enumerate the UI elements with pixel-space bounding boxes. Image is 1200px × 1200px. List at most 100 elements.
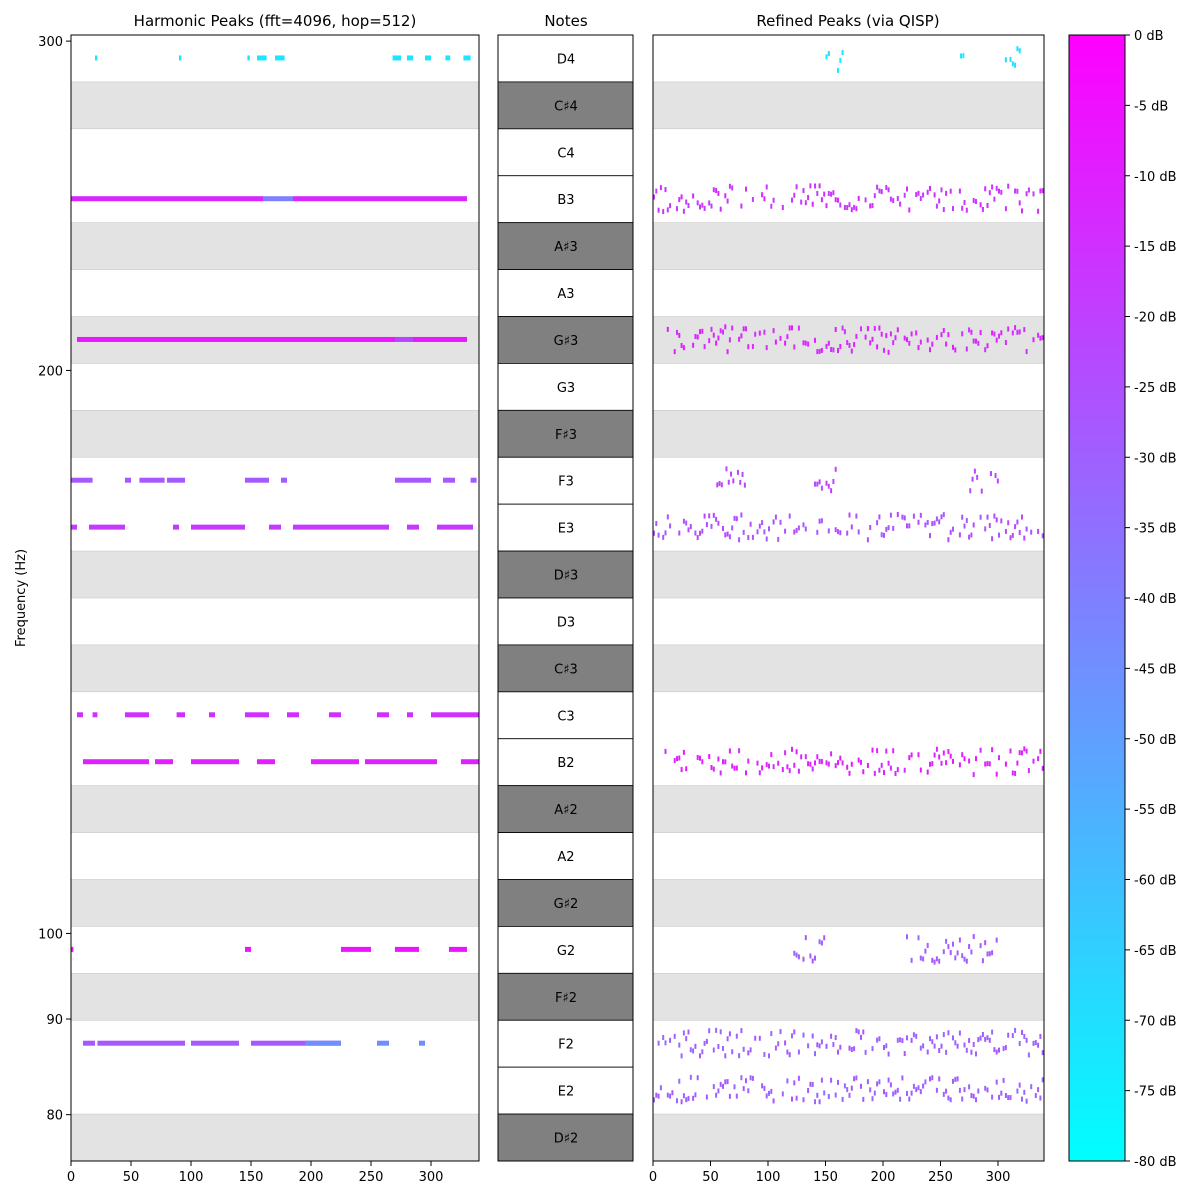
peak-mark xyxy=(1018,48,1021,54)
peak-mark xyxy=(820,518,823,524)
peak-mark xyxy=(708,200,711,206)
peak-mark xyxy=(873,770,876,776)
peak-mark xyxy=(998,755,1000,761)
peak-mark xyxy=(935,203,938,209)
peak-mark xyxy=(931,761,934,767)
peak-mark xyxy=(972,338,975,344)
peak-mark xyxy=(692,193,695,199)
peak-mark xyxy=(804,526,807,532)
peak-mark xyxy=(717,520,720,526)
peak-mark xyxy=(981,958,984,964)
peak-mark xyxy=(793,529,796,535)
peak-mark xyxy=(722,1045,724,1051)
peak-mark xyxy=(869,203,872,209)
peak-mark xyxy=(922,1083,925,1089)
peak-mark xyxy=(735,765,738,771)
peak-mark xyxy=(724,1053,727,1059)
peak-mark xyxy=(125,712,149,718)
peak-mark xyxy=(919,512,922,518)
peak-mark xyxy=(814,481,816,487)
peak-mark xyxy=(935,1034,938,1040)
colorbar-tick-label: -10 dB xyxy=(1134,170,1177,185)
peak-mark xyxy=(834,527,837,533)
stripe-F♯2 xyxy=(652,973,1045,1021)
peak-mark xyxy=(696,200,699,206)
peak-mark xyxy=(850,761,853,767)
peak-mark xyxy=(825,54,828,60)
peak-mark xyxy=(770,1031,773,1037)
peak-mark xyxy=(680,1099,683,1105)
peak-mark xyxy=(968,944,971,950)
peak-mark xyxy=(942,1032,945,1038)
peak-mark xyxy=(676,329,678,335)
peak-mark xyxy=(965,518,968,524)
peak-mark xyxy=(998,1094,1000,1100)
peak-mark xyxy=(738,1053,741,1059)
stripe-C♯4 xyxy=(652,81,1045,130)
peak-mark xyxy=(857,1029,860,1035)
peak-mark xyxy=(461,759,479,765)
peak-mark xyxy=(784,340,787,346)
peak-mark xyxy=(719,1081,722,1087)
peak-mark xyxy=(191,759,239,765)
note-cell-A3 xyxy=(497,269,634,317)
peak-mark xyxy=(779,335,782,341)
peak-mark xyxy=(827,1094,830,1100)
peak-mark xyxy=(1023,1089,1026,1095)
peak-mark xyxy=(887,1051,890,1057)
peak-mark xyxy=(876,748,879,754)
peak-mark xyxy=(728,1031,731,1037)
peak-mark xyxy=(830,347,833,353)
peak-mark xyxy=(896,195,899,201)
peak-mark xyxy=(407,712,413,718)
peak-mark xyxy=(377,1040,389,1046)
peak-mark xyxy=(687,1029,690,1035)
peak-mark xyxy=(889,765,892,771)
peak-mark xyxy=(809,1081,812,1087)
peak-mark xyxy=(797,1075,800,1081)
peak-mark xyxy=(954,1076,957,1082)
peak-mark xyxy=(956,1076,959,1082)
peak-mark xyxy=(407,524,419,530)
peak-mark xyxy=(765,184,768,190)
peak-mark xyxy=(738,537,741,543)
peak-mark xyxy=(979,943,982,949)
peak-mark xyxy=(862,769,865,775)
peak-mark xyxy=(887,525,890,531)
peak-mark xyxy=(947,749,950,755)
note-cell-C♯4 xyxy=(497,81,634,130)
peak-mark xyxy=(837,197,839,203)
peak-mark xyxy=(724,1079,727,1085)
peak-mark xyxy=(1016,760,1019,766)
peak-mark xyxy=(666,1092,669,1098)
peak-mark xyxy=(843,329,846,335)
peak-mark xyxy=(705,1038,708,1044)
peak-mark xyxy=(995,517,998,523)
peak-mark xyxy=(1021,208,1023,214)
peak-mark xyxy=(979,514,982,520)
x-tick-label: 250 xyxy=(928,1170,953,1185)
peak-mark xyxy=(816,529,819,535)
peak-mark xyxy=(1016,519,1019,525)
peak-mark xyxy=(947,332,950,338)
peak-mark xyxy=(986,1035,989,1041)
peak-mark xyxy=(850,348,853,354)
peak-mark xyxy=(293,524,347,530)
peak-mark xyxy=(942,207,945,213)
peak-mark xyxy=(703,205,706,211)
note-cell-C4 xyxy=(497,128,634,177)
peak-mark xyxy=(680,194,683,200)
peak-mark xyxy=(703,513,706,519)
peak-mark xyxy=(809,761,812,767)
peak-mark xyxy=(952,206,954,212)
peak-mark xyxy=(731,1049,734,1055)
peak-mark xyxy=(1039,748,1042,754)
peak-mark xyxy=(719,770,722,776)
peak-mark xyxy=(901,514,904,520)
note-label: B2 xyxy=(557,756,574,771)
peak-mark xyxy=(958,762,961,768)
peak-mark xyxy=(871,1046,874,1052)
note-label: C♯3 xyxy=(554,662,578,677)
peak-mark xyxy=(257,55,267,61)
peak-mark xyxy=(929,533,931,539)
